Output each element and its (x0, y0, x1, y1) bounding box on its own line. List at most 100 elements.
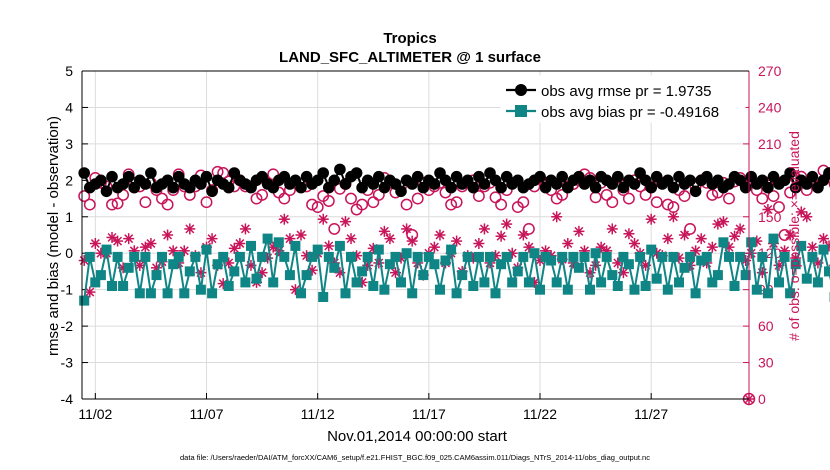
bias-point (479, 277, 490, 288)
bias-point (218, 251, 229, 262)
bias-point (507, 277, 518, 288)
bias-point (662, 284, 673, 295)
rmse-point (122, 170, 135, 183)
y-tick-label: 1 (65, 209, 73, 225)
obs-evaluated-point (817, 233, 829, 245)
y-tick-label: -3 (61, 355, 74, 371)
obs-evaluated-point (762, 203, 774, 215)
obs-possible-point (106, 198, 118, 211)
bias-point (357, 266, 368, 277)
obs-possible-point (411, 192, 424, 205)
rmse-point (612, 170, 624, 183)
bias-point (90, 277, 101, 288)
bias-point (440, 255, 451, 266)
bias-point (790, 259, 801, 270)
obs-evaluated-point (339, 216, 351, 228)
legend-rmse-marker (515, 84, 527, 96)
bias-point (646, 244, 657, 255)
rmse-point (145, 167, 157, 179)
bias-point (262, 233, 273, 244)
bias-point (184, 266, 195, 277)
obs-possible-point (450, 196, 463, 209)
obs-evaluated-point (562, 238, 574, 250)
bias-point (607, 270, 618, 281)
obs-evaluated-point (373, 257, 385, 269)
bias-point (746, 237, 757, 248)
bias-point (512, 266, 523, 277)
bias-point (468, 281, 479, 291)
bias-point (768, 233, 779, 244)
bias-point (546, 255, 557, 266)
y-tick-label: 5 (65, 63, 73, 79)
bias-point (246, 240, 256, 251)
bias-point (257, 251, 268, 262)
bias-point (518, 251, 529, 262)
chart-subtitle: LAND_SFC_ALTIMETER @ 1 surface (279, 49, 541, 66)
bias-point (718, 237, 729, 248)
bias-point (412, 251, 423, 262)
bias-point (279, 251, 290, 262)
obs-evaluated-point (178, 245, 190, 257)
obs-evaluated-point (239, 223, 251, 235)
y-tick-label: -1 (61, 282, 74, 298)
obs-possible-point (556, 188, 569, 201)
obs-evaluated-point (712, 218, 724, 230)
rmse-point (556, 170, 568, 183)
y-axis-ticks: -4 -3 -2 -1 0 1 2 3 4 5 (61, 63, 88, 407)
obs-evaluated-point (401, 223, 413, 235)
obs-possible-point (661, 198, 674, 211)
rmse-point (295, 181, 307, 194)
bias-point (674, 277, 684, 288)
bias-point (323, 251, 334, 262)
obs-evaluated-point (623, 228, 635, 240)
bias-point (623, 259, 634, 270)
bias-point (740, 270, 751, 281)
obs-possible-point (773, 201, 785, 214)
bias-point (140, 251, 151, 262)
rmse-point (334, 163, 346, 176)
bias-point (396, 277, 406, 288)
rmse-point (395, 185, 407, 198)
obs-evaluated-point (478, 223, 490, 235)
bias-point (329, 262, 340, 273)
plot-area (82, 71, 749, 399)
right-tick-label: 0 (758, 391, 766, 407)
obs-evaluated-point (473, 238, 485, 250)
x-tick-label: 11/12 (301, 406, 335, 422)
bias-point (195, 284, 206, 295)
rmse-point (762, 181, 774, 194)
obs-possible-point (139, 196, 152, 209)
bias-point (540, 251, 551, 262)
bias-point (751, 284, 762, 295)
bias-point (801, 273, 812, 284)
bias-point (590, 248, 601, 259)
obs-possible-point (200, 196, 213, 209)
obs-evaluated-point (573, 225, 585, 237)
bias-point (668, 251, 679, 262)
obs-evaluated-point (167, 245, 179, 257)
rmse-point (478, 178, 491, 190)
obs-possible-point (489, 191, 502, 204)
bias-point (95, 270, 106, 281)
obs-evaluated-point (662, 233, 674, 245)
right-tick-label: 210 (758, 136, 782, 152)
rmse-point (534, 170, 546, 183)
bias-point (307, 251, 318, 262)
bias-point (551, 277, 562, 288)
rmse-point (589, 181, 602, 194)
obs-possible-point (828, 180, 830, 188)
bias-point (362, 251, 373, 262)
bias-point (173, 251, 184, 262)
bias-point (462, 251, 473, 262)
obs-possible-point (522, 222, 535, 235)
obs-possible-point (600, 188, 613, 201)
bias-point (596, 277, 607, 288)
obs-evaluated-point (695, 233, 707, 245)
rmse-point (106, 170, 118, 183)
obs-evaluated-point (406, 235, 418, 247)
obs-possible-point (217, 167, 230, 179)
obs-possible-point (606, 196, 619, 209)
bias-point (696, 255, 707, 266)
bias-point (568, 251, 579, 262)
